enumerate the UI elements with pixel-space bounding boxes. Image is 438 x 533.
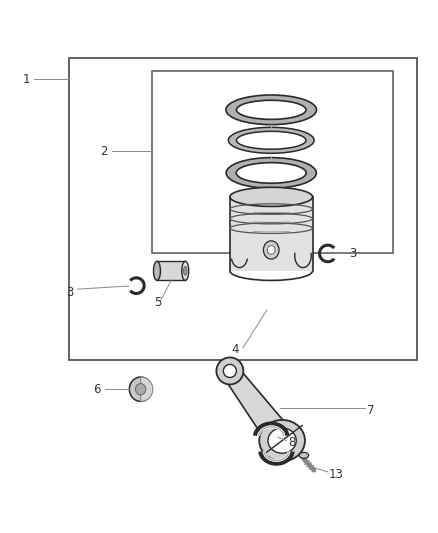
Ellipse shape (216, 358, 244, 384)
Polygon shape (223, 366, 293, 449)
Ellipse shape (299, 453, 309, 458)
Text: 2: 2 (100, 144, 108, 158)
Ellipse shape (226, 95, 317, 125)
Ellipse shape (153, 261, 160, 280)
Ellipse shape (236, 163, 306, 183)
Ellipse shape (228, 127, 314, 154)
Text: 3: 3 (66, 286, 73, 299)
Text: 8: 8 (288, 437, 295, 449)
Bar (152, 71, 393, 254)
Text: 7: 7 (367, 403, 374, 417)
Ellipse shape (267, 246, 275, 254)
Ellipse shape (129, 377, 152, 401)
Ellipse shape (237, 131, 306, 149)
Text: 1: 1 (22, 73, 30, 86)
Text: 5: 5 (154, 296, 161, 309)
Ellipse shape (263, 241, 279, 259)
Ellipse shape (259, 420, 305, 461)
Ellipse shape (226, 158, 316, 188)
Ellipse shape (230, 187, 313, 206)
Ellipse shape (182, 261, 189, 280)
Bar (157, 261, 185, 280)
Text: 3: 3 (350, 247, 357, 260)
Text: 13: 13 (328, 468, 343, 481)
Bar (230, 197, 313, 271)
Ellipse shape (184, 266, 187, 275)
Ellipse shape (135, 384, 146, 395)
Bar (69, 58, 417, 360)
Ellipse shape (268, 428, 296, 453)
Text: 4: 4 (231, 343, 239, 356)
Ellipse shape (237, 100, 306, 119)
Ellipse shape (223, 365, 237, 377)
Wedge shape (141, 377, 153, 401)
Text: 6: 6 (93, 383, 101, 395)
